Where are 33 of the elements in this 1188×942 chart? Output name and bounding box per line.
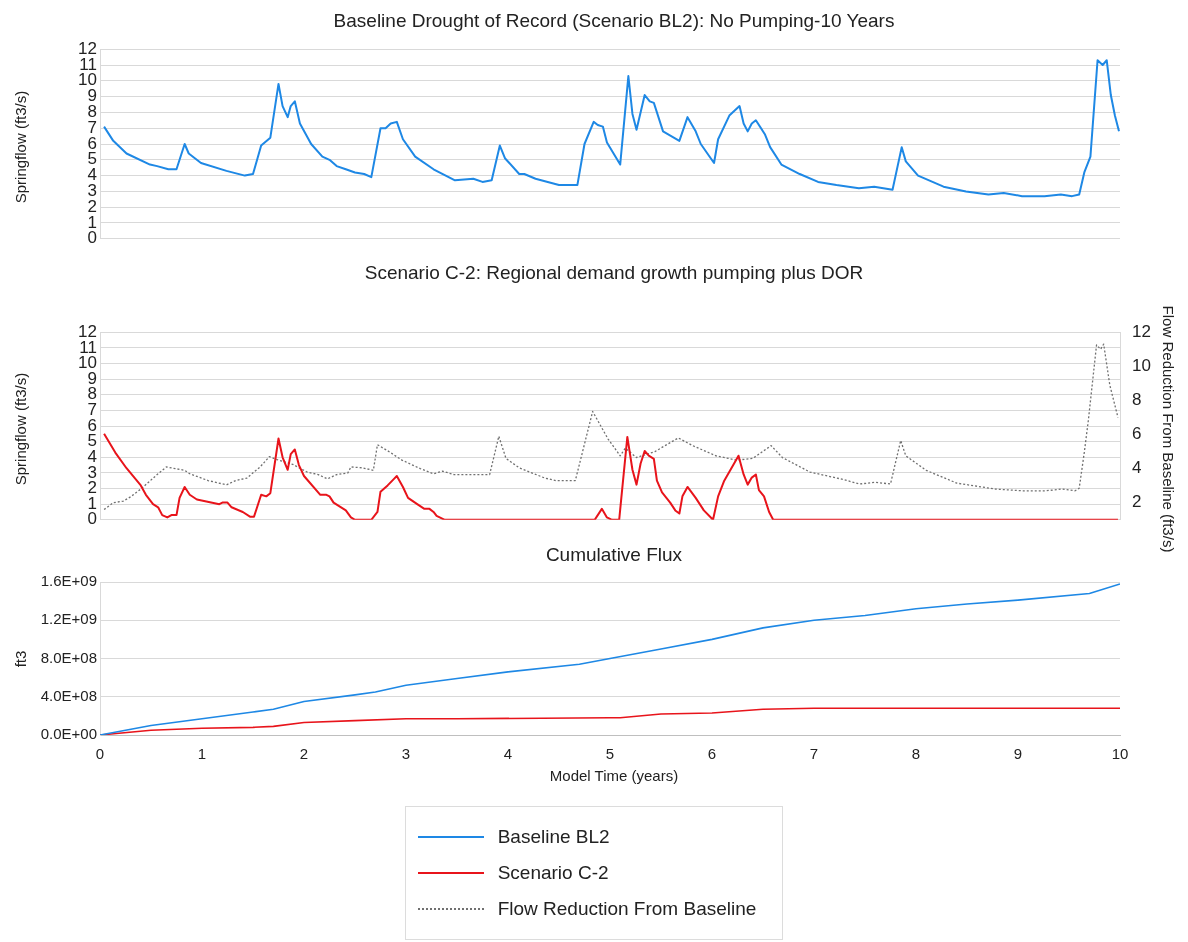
y-tick-label: 8.0E+08 [40, 648, 97, 666]
legend-label: Flow Reduction From Baseline [497, 898, 757, 920]
y-axis-title: Springflow (ft3/s) [11, 372, 29, 486]
x-axis-title: Model Time (years) [548, 767, 680, 784]
y-axis-title: Springflow (ft3/s) [11, 90, 29, 204]
x-tick-label: 7 [809, 745, 819, 763]
y2-tick-label: 10 [1132, 356, 1151, 375]
y2-tick-label: 4 [1132, 458, 1142, 478]
x-tick-label: 9 [1013, 745, 1023, 763]
chart-title: Cumulative Flux [545, 544, 683, 565]
y2-axis-title: Flow Reduction From Baseline (ft3/s) [1159, 305, 1177, 553]
y2-tick-label: 6 [1132, 424, 1142, 444]
y-tick-label: 1.2E+09 [40, 610, 97, 628]
x-tick-label: 6 [707, 745, 717, 763]
y2-tick-label: 12 [1132, 321, 1151, 341]
y-tick-label: 1.6E+09 [40, 572, 97, 590]
y2-tick-label: 8 [1132, 390, 1142, 410]
chart-title: Baseline Drought of Record (Scenario BL2): No Pumping-10 Years [332, 9, 896, 33]
legend-label: Baseline BL2 [497, 826, 610, 848]
x-tick-label: 8 [911, 745, 921, 763]
x-tick-label: 3 [401, 745, 411, 763]
legend-label: Scenario C-2 [497, 862, 609, 884]
x-tick-label: 1 [197, 745, 207, 763]
x-tick-label: 5 [605, 745, 615, 763]
y-tick-label: 4.0E+08 [40, 686, 97, 704]
x-tick-label: 4 [503, 745, 513, 763]
x-tick-label: 2 [299, 745, 309, 763]
y2-tick-label: 2 [1132, 492, 1142, 512]
chart-title: Scenario C-2: Regional demand growth pumping plus DOR [364, 262, 864, 283]
y-axis-title: ft3 [11, 650, 29, 667]
line-series [103, 343, 1119, 511]
y-tick-label: 0.0E+00 [40, 725, 97, 743]
x-tick-label: 10 [1111, 745, 1129, 763]
